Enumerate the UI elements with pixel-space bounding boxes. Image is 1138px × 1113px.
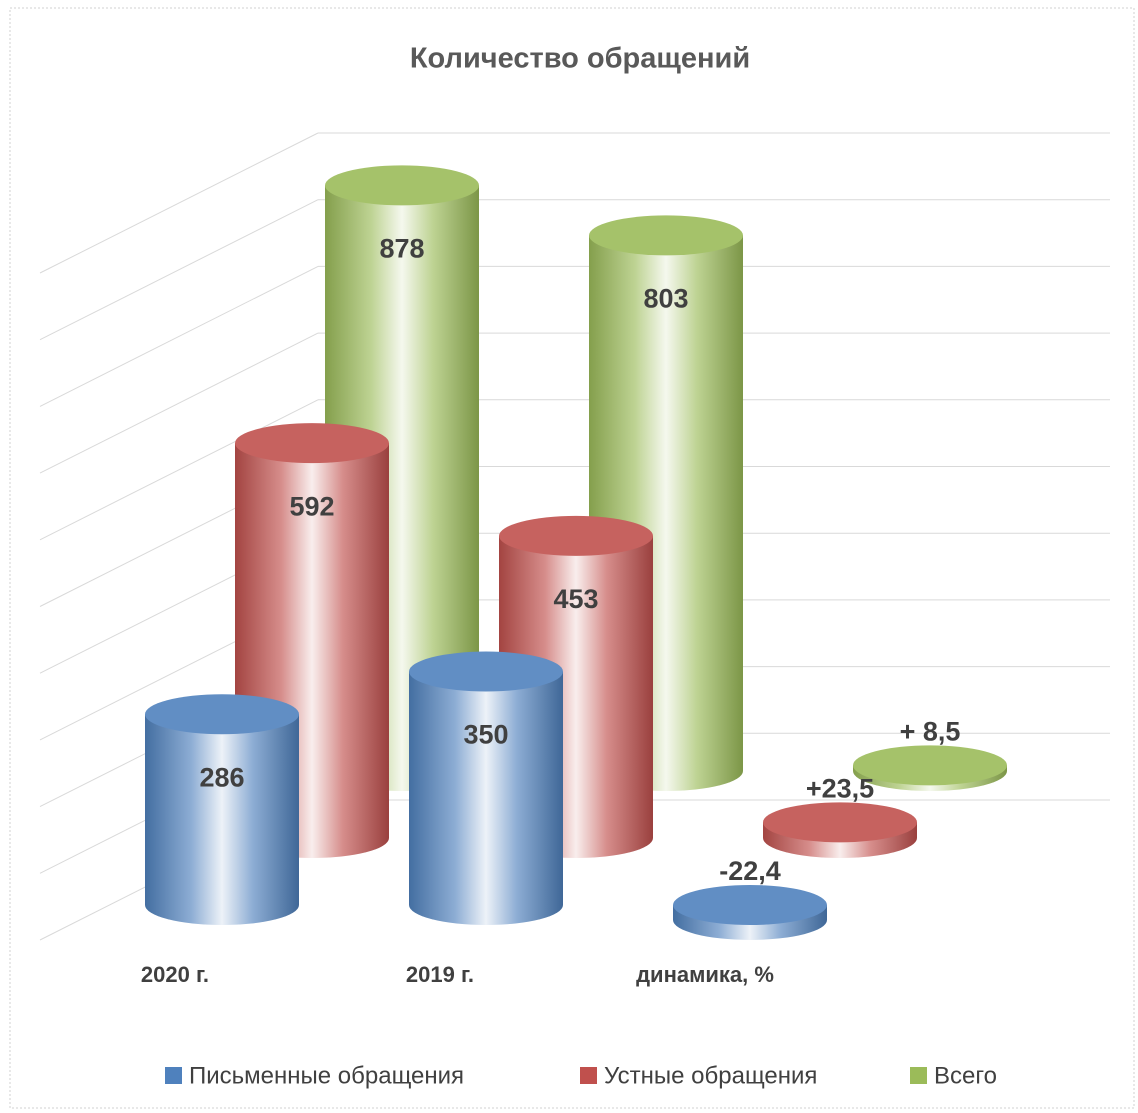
x-tick-label: 2019 г. [406, 962, 474, 987]
cylinder-top [235, 423, 389, 464]
grid-line [39, 265, 319, 407]
cylinder-top [499, 515, 653, 556]
data-label: 453 [553, 584, 598, 614]
grid-line [39, 399, 319, 541]
cylinder-top [325, 165, 479, 206]
data-label: 592 [289, 491, 334, 521]
frame [9, 7, 1135, 1109]
grid-line [39, 132, 319, 274]
legend-label: Письменные обращения [189, 1062, 464, 1089]
data-label: 350 [463, 720, 508, 750]
data-label: 286 [199, 762, 244, 792]
data-label: 803 [643, 284, 688, 314]
cylinder-top [145, 694, 299, 735]
cylinder-top [589, 215, 743, 256]
x-tick-label: 2020 г. [141, 962, 209, 987]
data-label: -22,4 [719, 856, 781, 886]
legend-swatch [910, 1067, 927, 1084]
data-label: + 8,5 [900, 716, 961, 746]
chart-title: Количество обращений [410, 43, 750, 75]
x-tick-label: динамика, % [636, 962, 774, 987]
grid-line [39, 199, 319, 341]
data-label: 878 [379, 233, 424, 263]
cylinder-top [853, 745, 1007, 786]
legend-label: Всего [934, 1062, 997, 1089]
cylinder-top [673, 885, 827, 925]
data-label: +23,5 [806, 773, 874, 803]
legend-swatch [580, 1067, 597, 1084]
cylinder-body [409, 671, 563, 905]
grid-line [39, 332, 319, 474]
legend-label: Устные обращения [604, 1062, 817, 1089]
cylinder-top [763, 802, 917, 843]
cylinder-body [145, 714, 299, 905]
cylinder-top [409, 651, 563, 692]
legend-swatch [165, 1067, 182, 1084]
